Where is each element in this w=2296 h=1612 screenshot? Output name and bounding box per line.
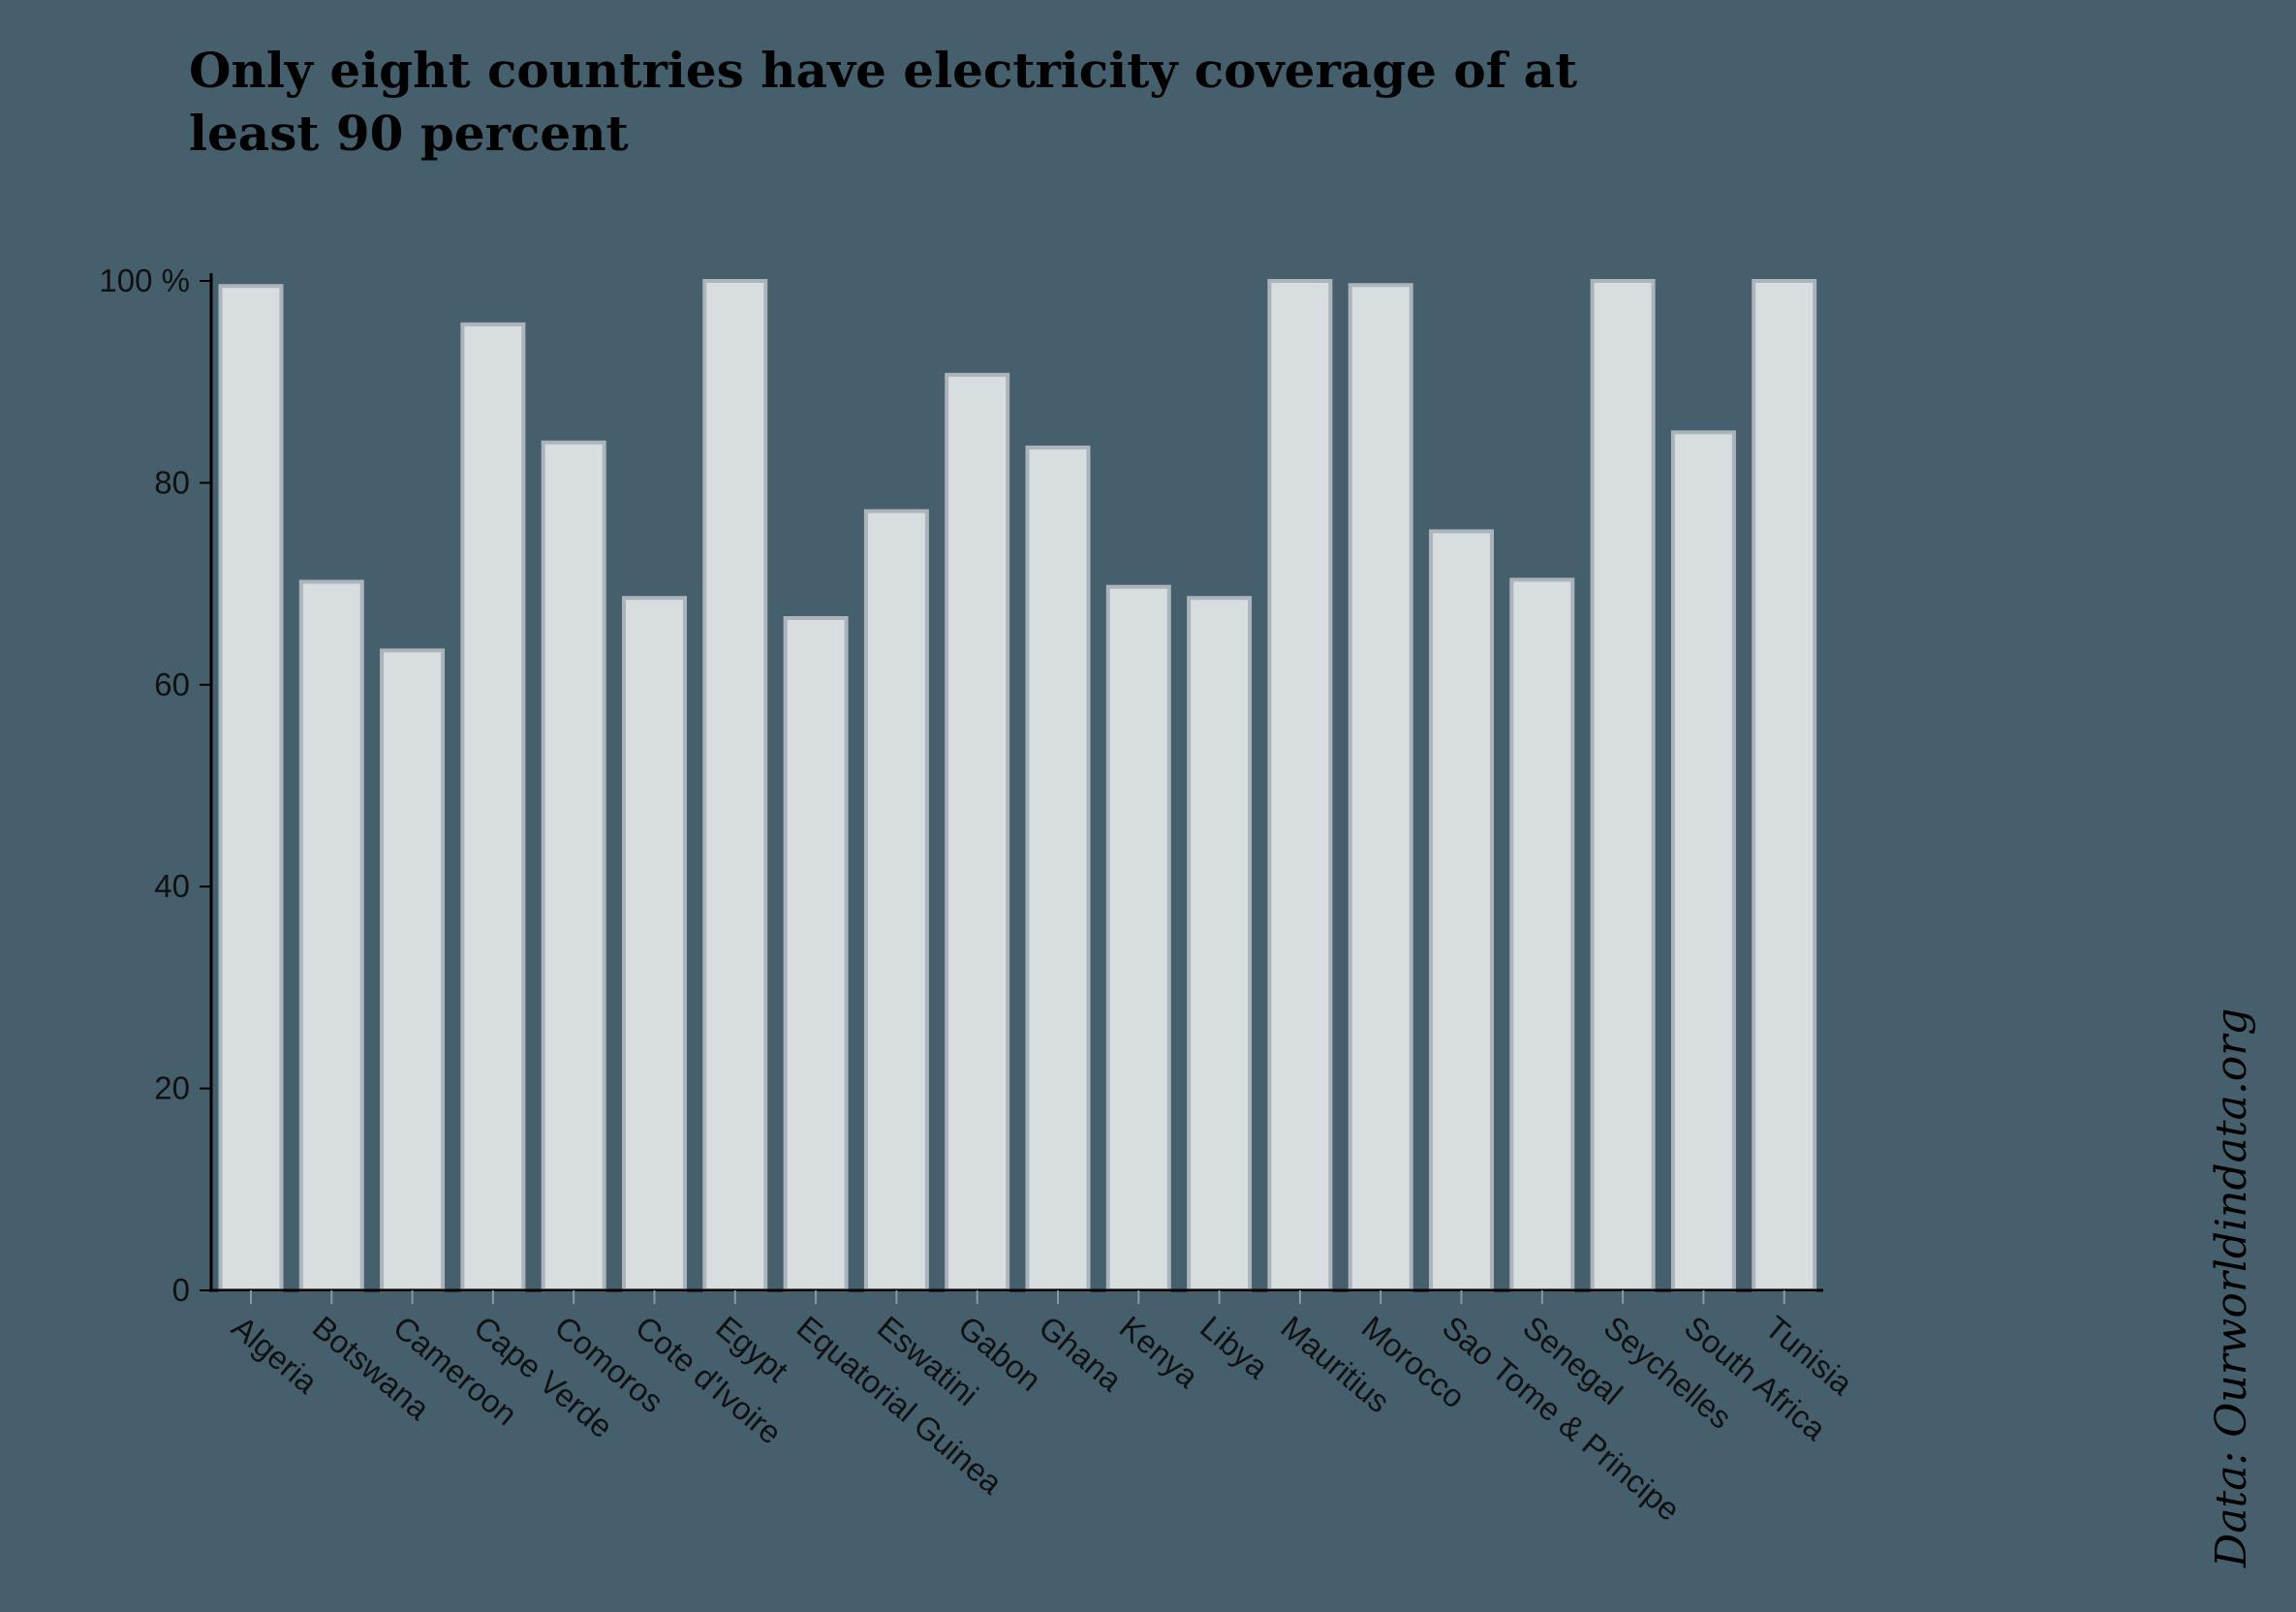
bar-senegal [1509,577,1575,1292]
bar-sao-tome-principe [1429,529,1494,1292]
bar-kenya [1105,584,1171,1292]
chart-title-line-1: Only eight countries have electricity co… [189,42,1577,99]
bar-ghana [1025,445,1091,1292]
bar-cameroon [380,648,446,1292]
bar-seychelles [1590,279,1656,1292]
bar-morocco [1348,283,1413,1293]
bar-tunisia [1752,279,1817,1292]
bar-comoros [541,440,606,1292]
y-tick-label: 80 [154,464,190,500]
bar-cape-verde [460,322,526,1292]
bar-cote-d-ivoire [622,596,687,1292]
y-axis: 0 20 40 60 80 100 % [99,263,213,1308]
bar-eswatini [863,509,929,1292]
bar-south-africa [1670,430,1736,1292]
y-tick-label: 20 [154,1070,190,1106]
x-tick-label: Kenya [1113,1309,1206,1395]
source-credit: Data: Ourworldindata.org [2207,1008,2256,1569]
bar-botswana [298,579,364,1292]
chart-title-line-2: least 90 percent [189,105,629,162]
x-tick-label: Libya [1194,1309,1276,1385]
y-tick-label: 0 [172,1272,190,1308]
x-tick-label: Ghana [1033,1309,1130,1398]
bar-egypt [702,279,768,1292]
y-tick-label: 100 % [99,263,190,298]
bars-group [218,279,1817,1293]
bar-libya [1187,596,1253,1292]
x-tick-label: Algeria [226,1309,326,1401]
bar-mauritius [1267,279,1333,1292]
bar-gabon [945,372,1010,1292]
y-tick-label: 60 [154,666,190,702]
y-tick-label: 40 [154,868,190,904]
bar-equatorial-guinea [783,616,849,1292]
bar-algeria [218,284,284,1293]
